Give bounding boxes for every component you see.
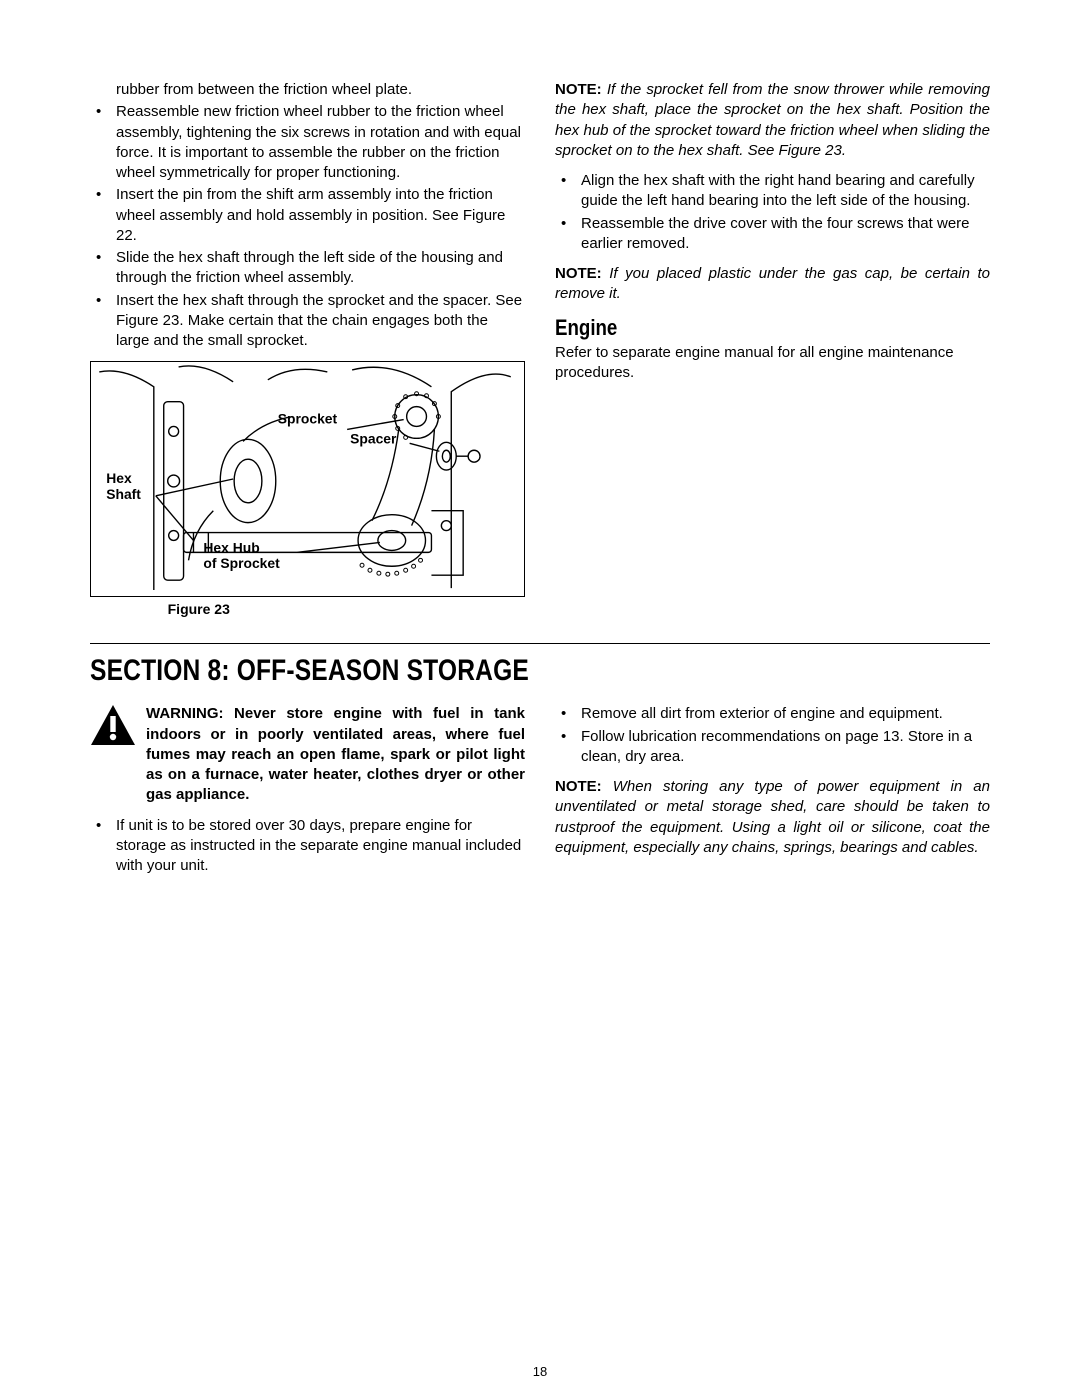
lead-in-text: rubber from between the friction wheel p… [90,80,525,100]
engine-heading: Engine [555,315,925,341]
note-gascap: NOTE: If you placed plastic under the ga… [555,264,990,305]
figure-label-hexhub1: Hex Hub [203,540,259,556]
figure-label-hexshaft2: Shaft [106,486,141,502]
note-label: NOTE: [555,81,602,98]
note-body: If the sprocket fell from the snow throw… [555,81,990,159]
page-number: 18 [0,1364,1080,1379]
section8-left-bullets: If unit is to be stored over 30 days, pr… [90,816,525,877]
list-item: Align the hex shaft with the right hand … [555,171,990,212]
upper-columns: rubber from between the friction wheel p… [90,80,990,617]
list-item: Reassemble new friction wheel rubber to … [90,102,525,183]
section-rule [90,643,990,644]
engine-text: Refer to separate engine manual for all … [555,343,990,384]
note-sprocket: NOTE: If the sprocket fell from the snow… [555,80,990,161]
figure-label-hexhub2: of Sprocket [203,555,280,571]
list-item: Insert the pin from the shift arm assemb… [90,185,525,246]
list-item: Insert the hex shaft through the sprocke… [90,291,525,352]
section-8-title: SECTION 8: OFF-SEASON STORAGE [90,654,828,688]
warning-icon [90,704,136,746]
figure-23-caption: Figure 23 [90,601,308,617]
upper-right-column: NOTE: If the sprocket fell from the snow… [555,80,990,617]
section8-right-bullets: Remove all dirt from exterior of engine … [555,704,990,767]
figure-label-hexshaft1: Hex [106,470,132,486]
warning-text: WARNING: Never store engine with fuel in… [146,704,525,805]
list-item: Slide the hex shaft through the left sid… [90,248,525,289]
section8-columns: WARNING: Never store engine with fuel in… [90,704,990,878]
figure-label-sprocket: Sprocket [278,411,338,427]
list-item: Remove all dirt from exterior of engine … [555,704,990,724]
warning-block: WARNING: Never store engine with fuel in… [90,704,525,805]
list-item: Reassemble the drive cover with the four… [555,214,990,255]
upper-left-bullets: Reassemble new friction wheel rubber to … [90,102,525,351]
note-storage: NOTE: When storing any type of power equ… [555,777,990,858]
list-item: If unit is to be stored over 30 days, pr… [90,816,525,877]
figure-23-svg: Sprocket Spacer Hex Shaft Hex Hub of Spr… [91,362,524,596]
upper-left-column: rubber from between the friction wheel p… [90,80,525,617]
section8-left-column: WARNING: Never store engine with fuel in… [90,704,525,878]
note-body: If you placed plastic under the gas cap,… [555,265,990,302]
note-label: NOTE: [555,265,602,282]
upper-right-bullets: Align the hex shaft with the right hand … [555,171,990,254]
list-item: Follow lubrication recommendations on pa… [555,727,990,768]
note-label: NOTE: [555,778,602,795]
section8-right-column: Remove all dirt from exterior of engine … [555,704,990,878]
figure-23-box: Sprocket Spacer Hex Shaft Hex Hub of Spr… [90,361,525,597]
figure-label-spacer: Spacer [350,431,397,447]
note-body: When storing any type of power equipment… [555,778,990,856]
